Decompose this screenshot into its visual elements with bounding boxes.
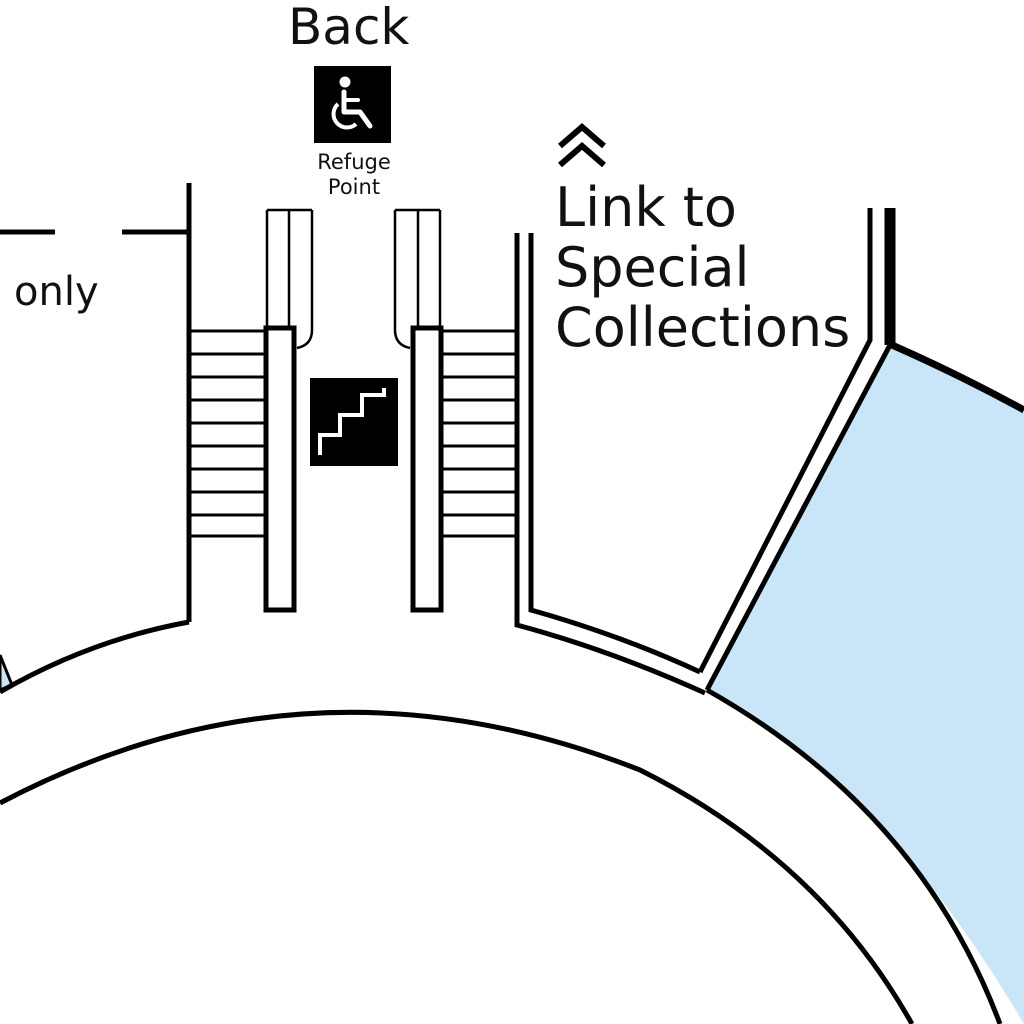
room-area-right [707, 345, 1024, 1024]
link-label-line2: Special [555, 236, 750, 299]
room-note-label: only [14, 269, 99, 315]
link-label-line3: Collections [555, 296, 851, 359]
refuge-label-line2: Point [327, 175, 381, 199]
right-staircase [440, 329, 517, 538]
corridor-lower-arc [705, 687, 1003, 1024]
rotunda-inner-wall [0, 709, 915, 1024]
left-staircase [189, 329, 267, 538]
left-room-wall [0, 183, 192, 622]
stairs-icon [310, 378, 398, 466]
stair-core-right-wall [514, 233, 707, 696]
back-label: Back [288, 0, 410, 56]
wheelchair-icon [314, 66, 391, 143]
refuge-point-label: Refuge Point [304, 150, 404, 200]
room-outer-wall [890, 341, 1024, 414]
corridor-outer-wall [0, 619, 190, 695]
left-handrail [263, 208, 314, 613]
refuge-label-line1: Refuge [317, 150, 391, 174]
double-chevron-up-icon [558, 123, 606, 168]
special-collections-link-label[interactable]: Link to Special Collections [555, 178, 850, 358]
link-label-line1: Link to [555, 176, 737, 239]
right-handrail [393, 208, 444, 613]
